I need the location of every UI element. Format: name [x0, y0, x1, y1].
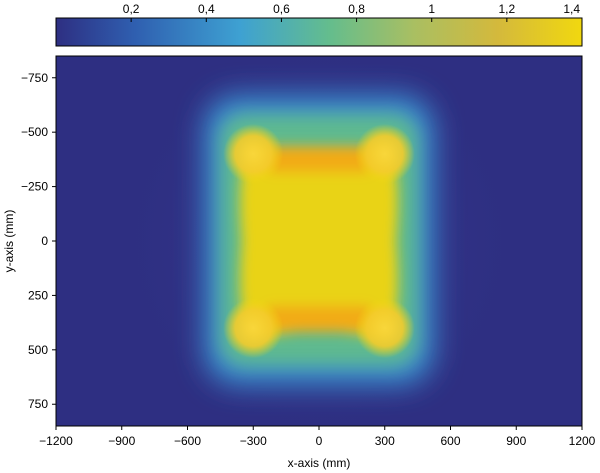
x-tick-label: 900 [506, 434, 526, 448]
y-tick-label: −750 [21, 71, 48, 85]
colorbar: 0,2 0,4 0,6 0,8 1 1,2 1,4 [55, 2, 583, 47]
colorbar-tick-label: 1 [428, 2, 435, 16]
x-tick-label: −300 [240, 434, 267, 448]
x-tick-label: −900 [108, 434, 135, 448]
heatmap-hot-spot [354, 298, 415, 359]
y-tick-label: 250 [28, 288, 48, 302]
x-axis-label: x-axis (mm) [288, 456, 351, 470]
heatmap-top-bridge [262, 146, 376, 172]
y-tick-label: −500 [21, 125, 48, 139]
colorbar-ticks: 0,2 0,4 0,6 0,8 1 1,2 1,4 [123, 2, 583, 22]
y-axis-ticks: −750 −500 −250 0 250 500 750 [21, 71, 56, 411]
x-tick-label: −600 [174, 434, 201, 448]
heatmap-area [55, 55, 583, 427]
y-axis-label: y-axis (mm) [2, 210, 16, 273]
x-tick-label: 1200 [569, 434, 596, 448]
x-axis-ticks: −1200 −900 −600 −300 0 300 600 900 1200 [39, 426, 596, 448]
colorbar-gradient [55, 17, 583, 47]
y-tick-label: −250 [21, 180, 48, 194]
heatmap-hot-spot [223, 298, 284, 359]
heatmap-bottom-bridge [262, 306, 376, 332]
x-tick-label: 0 [316, 434, 323, 448]
heatmap-plateau [240, 140, 398, 342]
colorbar-tick-label: 1,4 [563, 2, 580, 16]
heatmap-hot-spots [223, 123, 415, 359]
x-tick-label: 600 [440, 434, 460, 448]
heatmap-hot-spot [354, 123, 415, 184]
x-tick-label: 300 [375, 434, 395, 448]
y-tick-label: 750 [28, 397, 48, 411]
heatmap-hot-spot [223, 123, 284, 184]
colorbar-tick-label: 1,2 [499, 2, 516, 16]
x-tick-label: −1200 [39, 434, 73, 448]
colorbar-tick-label: 0,8 [348, 2, 365, 16]
y-tick-label: 500 [28, 343, 48, 357]
colorbar-tick-label: 0,6 [273, 2, 290, 16]
colorbar-tick-label: 0,4 [198, 2, 215, 16]
colorbar-tick-label: 0,2 [123, 2, 140, 16]
y-tick-label: 0 [41, 234, 48, 248]
